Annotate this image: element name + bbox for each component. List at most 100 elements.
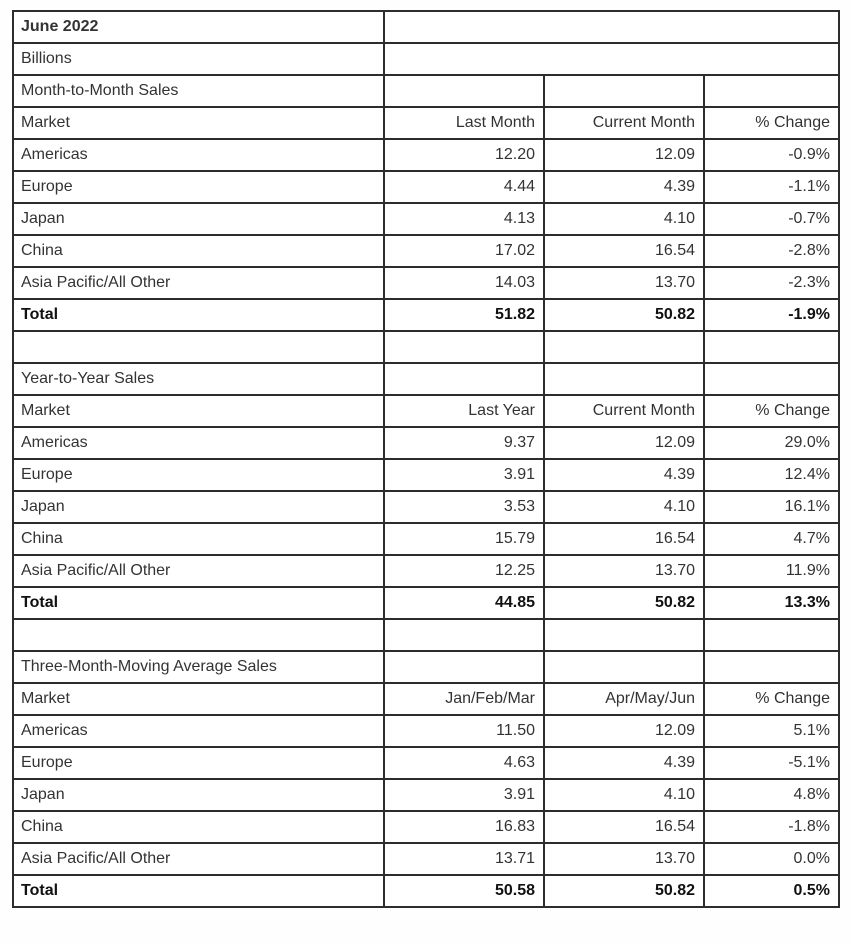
market-cell: Japan — [12, 490, 385, 524]
empty-cell — [383, 618, 545, 652]
total-value-cell: 50.58 — [383, 874, 545, 908]
pct-cell: -5.1% — [703, 746, 840, 780]
market-cell: Americas — [12, 426, 385, 460]
column-header-current-month: Current Month — [543, 394, 705, 428]
value-cell: 13.70 — [543, 842, 705, 876]
total-pct-cell: 0.5% — [703, 874, 840, 908]
table-row-europe: Europe 4.44 4.39 -1.1% — [12, 170, 840, 204]
pct-cell: -0.9% — [703, 138, 840, 172]
market-cell: Europe — [12, 170, 385, 204]
total-pct-cell: -1.9% — [703, 298, 840, 332]
column-header-pct-change: % Change — [703, 106, 840, 140]
market-cell: Americas — [12, 138, 385, 172]
empty-cell — [703, 74, 840, 108]
column-header-market: Market — [12, 394, 385, 428]
value-cell: 3.91 — [383, 778, 545, 812]
column-header-market: Market — [12, 682, 385, 716]
column-header-row: Market Last Month Current Month % Change — [12, 106, 840, 140]
value-cell: 13.70 — [543, 266, 705, 300]
table-row-americas: Americas 9.37 12.09 29.0% — [12, 426, 840, 460]
empty-cell — [12, 618, 385, 652]
market-cell: Japan — [12, 778, 385, 812]
total-value-cell: 50.82 — [543, 586, 705, 620]
pct-cell: 5.1% — [703, 714, 840, 748]
empty-cell — [543, 362, 705, 396]
pct-cell: -0.7% — [703, 202, 840, 236]
table-row-japan: Japan 4.13 4.10 -0.7% — [12, 202, 840, 236]
table-row-asia-pacific: Asia Pacific/All Other 12.25 13.70 11.9% — [12, 554, 840, 588]
empty-cell — [543, 650, 705, 684]
empty-cell — [543, 330, 705, 364]
table-row-americas: Americas 11.50 12.09 5.1% — [12, 714, 840, 748]
value-cell: 4.10 — [543, 490, 705, 524]
value-cell: 12.25 — [383, 554, 545, 588]
value-cell: 16.54 — [543, 810, 705, 844]
value-cell: 9.37 — [383, 426, 545, 460]
value-cell: 12.09 — [543, 138, 705, 172]
total-label: Total — [12, 586, 385, 620]
total-label: Total — [12, 874, 385, 908]
empty-cell — [703, 362, 840, 396]
spacer-row — [12, 330, 840, 364]
value-cell: 12.09 — [543, 714, 705, 748]
value-cell: 11.50 — [383, 714, 545, 748]
table-row-americas: Americas 12.20 12.09 -0.9% — [12, 138, 840, 172]
value-cell: 12.20 — [383, 138, 545, 172]
value-cell: 4.10 — [543, 202, 705, 236]
empty-cell — [383, 74, 545, 108]
value-cell: 4.39 — [543, 458, 705, 492]
pct-cell: 4.8% — [703, 778, 840, 812]
table-row-japan: Japan 3.53 4.10 16.1% — [12, 490, 840, 524]
table-row-china: China 16.83 16.54 -1.8% — [12, 810, 840, 844]
column-header-apr-may-jun: Apr/May/Jun — [543, 682, 705, 716]
column-header-jan-feb-mar: Jan/Feb/Mar — [383, 682, 545, 716]
value-cell: 4.10 — [543, 778, 705, 812]
column-header-row: Market Last Year Current Month % Change — [12, 394, 840, 428]
empty-cell — [543, 74, 705, 108]
total-value-cell: 50.82 — [543, 874, 705, 908]
value-cell: 16.83 — [383, 810, 545, 844]
pct-cell: -2.3% — [703, 266, 840, 300]
market-cell: China — [12, 234, 385, 268]
pct-cell: 4.7% — [703, 522, 840, 556]
pct-cell: 12.4% — [703, 458, 840, 492]
value-cell: 13.71 — [383, 842, 545, 876]
column-header-pct-change: % Change — [703, 394, 840, 428]
pct-cell: 16.1% — [703, 490, 840, 524]
section-title: Three-Month-Moving Average Sales — [12, 650, 385, 684]
market-cell: Americas — [12, 714, 385, 748]
column-header-pct-change: % Change — [703, 682, 840, 716]
value-cell: 4.13 — [383, 202, 545, 236]
section-title-row: Year-to-Year Sales — [12, 362, 840, 396]
section-title-row: Month-to-Month Sales — [12, 74, 840, 108]
value-cell: 3.53 — [383, 490, 545, 524]
empty-cell — [383, 650, 545, 684]
unit-row: Billions — [12, 42, 840, 76]
column-header-last-year: Last Year — [383, 394, 545, 428]
value-cell: 4.63 — [383, 746, 545, 780]
pct-cell: -1.1% — [703, 170, 840, 204]
value-cell: 4.39 — [543, 170, 705, 204]
total-row: Total 44.85 50.82 13.3% — [12, 586, 840, 620]
table-row-china: China 15.79 16.54 4.7% — [12, 522, 840, 556]
market-cell: China — [12, 810, 385, 844]
column-header-last-month: Last Month — [383, 106, 545, 140]
table-row-asia-pacific: Asia Pacific/All Other 13.71 13.70 0.0% — [12, 842, 840, 876]
total-value-cell: 51.82 — [383, 298, 545, 332]
pct-cell: 29.0% — [703, 426, 840, 460]
sales-table: June 2022 Billions Month-to-Month Sales … — [12, 10, 840, 908]
value-cell: 16.54 — [543, 522, 705, 556]
pct-cell: -1.8% — [703, 810, 840, 844]
empty-cell — [12, 330, 385, 364]
column-header-row: Market Jan/Feb/Mar Apr/May/Jun % Change — [12, 682, 840, 716]
total-value-cell: 50.82 — [543, 298, 705, 332]
table-row-europe: Europe 4.63 4.39 -5.1% — [12, 746, 840, 780]
table-row-china: China 17.02 16.54 -2.8% — [12, 234, 840, 268]
column-header-current-month: Current Month — [543, 106, 705, 140]
value-cell: 15.79 — [383, 522, 545, 556]
value-cell: 4.39 — [543, 746, 705, 780]
empty-cell — [383, 10, 840, 44]
column-header-market: Market — [12, 106, 385, 140]
total-label: Total — [12, 298, 385, 332]
